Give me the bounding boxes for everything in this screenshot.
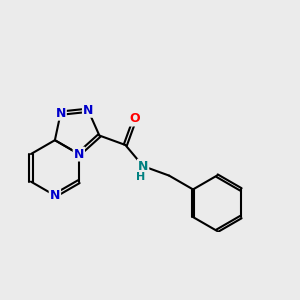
Text: O: O bbox=[130, 112, 140, 125]
Text: N: N bbox=[50, 189, 60, 202]
Text: H: H bbox=[136, 172, 146, 182]
Text: N: N bbox=[83, 104, 93, 117]
Text: N: N bbox=[138, 160, 148, 172]
Text: N: N bbox=[56, 107, 66, 120]
Text: N: N bbox=[74, 148, 84, 160]
